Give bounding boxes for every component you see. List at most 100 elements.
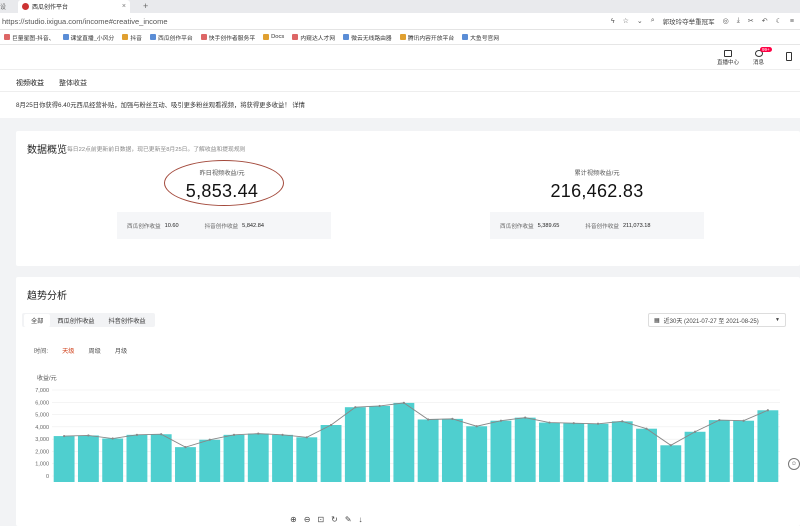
bar[interactable] <box>272 434 293 482</box>
data-point[interactable] <box>548 421 551 424</box>
data-point[interactable] <box>475 425 478 428</box>
download-icon[interactable]: ↓ <box>358 515 363 524</box>
partial-tab[interactable]: 设 <box>0 5 7 11</box>
active-tab[interactable]: 西瓜创作平台 × <box>18 0 130 13</box>
data-point[interactable] <box>378 404 381 408</box>
tab-close-icon[interactable]: × <box>121 3 126 10</box>
data-point[interactable] <box>451 417 454 420</box>
data-point[interactable] <box>111 437 114 440</box>
zoom-in-icon[interactable]: ⊕ <box>290 515 297 524</box>
new-tab-icon[interactable]: + <box>143 1 149 11</box>
bookmark-item[interactable]: 巨量星图-抖音、 <box>4 33 55 42</box>
bar[interactable] <box>441 418 463 482</box>
date-range-picker[interactable]: ▦ 近30天 (2021-07-27 至 2021-08-25) ▼ <box>648 313 786 327</box>
bookmark-item[interactable]: 快手创作者服务平 <box>200 33 255 42</box>
chevron-down-icon[interactable]: ⌄ <box>636 18 643 25</box>
bookmark-item[interactable]: 西瓜创作平台 <box>149 33 193 42</box>
bolt-icon[interactable]: ϟ <box>610 17 615 25</box>
bookmark-item[interactable]: 腾讯内容开放平台 <box>399 33 454 42</box>
bar[interactable] <box>611 421 633 482</box>
rotate-icon[interactable]: ↻ <box>331 515 338 524</box>
bar[interactable] <box>247 433 269 482</box>
bar[interactable] <box>733 420 755 482</box>
fit-icon[interactable]: ⊡ <box>317 515 325 524</box>
data-point[interactable] <box>766 409 769 412</box>
data-point[interactable] <box>645 427 648 430</box>
data-point[interactable] <box>232 433 236 436</box>
bar[interactable] <box>150 434 172 482</box>
option-day[interactable]: 天级 <box>62 348 75 355</box>
tab-overall-income[interactable]: 整体收益 <box>59 80 87 87</box>
bookmark-item[interactable]: 大鱼号官网 <box>462 33 499 42</box>
live-center-button[interactable]: 直播中心 <box>717 50 739 66</box>
source-tab-xigua[interactable]: 西瓜创作收益 <box>57 317 95 325</box>
url-field[interactable]: https://studio.ixigua.com/income#creativ… <box>2 17 168 26</box>
data-point[interactable] <box>63 434 66 438</box>
bar[interactable] <box>296 437 318 482</box>
data-point[interactable] <box>693 430 697 433</box>
game-icon[interactable]: ◎ <box>722 18 729 25</box>
data-point[interactable] <box>329 423 333 427</box>
bar[interactable] <box>466 426 488 482</box>
data-point[interactable] <box>524 416 527 419</box>
bar[interactable] <box>393 402 415 482</box>
bar[interactable] <box>708 420 730 482</box>
source-tab-douyin[interactable]: 抖音创作收益 <box>108 317 146 325</box>
bar[interactable] <box>369 405 391 482</box>
data-point[interactable] <box>718 419 721 422</box>
data-point[interactable] <box>87 434 90 437</box>
bar[interactable] <box>199 439 221 482</box>
data-point[interactable] <box>596 422 600 425</box>
moon-icon[interactable]: ☾ <box>775 18 782 25</box>
emoji-icon[interactable]: ☺ <box>788 458 800 470</box>
scissors-icon[interactable]: ✂ <box>747 18 754 25</box>
data-point[interactable] <box>427 418 430 421</box>
data-point[interactable] <box>135 433 139 436</box>
option-month[interactable]: 月级 <box>114 348 128 355</box>
bar[interactable] <box>514 417 536 482</box>
bar[interactable] <box>490 420 512 482</box>
bar[interactable] <box>587 423 609 482</box>
bar[interactable] <box>344 407 366 482</box>
bar[interactable] <box>102 438 124 482</box>
edit-icon[interactable]: ✎ <box>344 515 352 524</box>
bar[interactable] <box>126 434 148 482</box>
bar[interactable] <box>320 425 342 482</box>
zoom-out-icon[interactable]: ⊖ <box>303 515 311 524</box>
data-point[interactable] <box>184 446 187 449</box>
bookmark-item[interactable]: Docs <box>263 34 284 40</box>
undo-icon[interactable]: ↶ <box>761 18 768 25</box>
menu-icon[interactable]: ≡ <box>789 17 794 25</box>
data-point[interactable] <box>354 406 357 409</box>
data-point[interactable] <box>402 401 405 404</box>
bar[interactable] <box>417 419 439 482</box>
bookmark-item[interactable]: 微云无线路由器 <box>343 33 392 42</box>
bar[interactable] <box>77 435 99 482</box>
data-point[interactable] <box>305 436 308 439</box>
option-week[interactable]: 周级 <box>88 348 101 355</box>
data-point[interactable] <box>160 433 163 436</box>
search-icon[interactable]: ⌕ <box>650 17 655 24</box>
search-hint[interactable]: 郭玟玲夺举重冠军 <box>662 19 715 26</box>
bar[interactable] <box>757 410 779 482</box>
data-point[interactable] <box>208 438 211 441</box>
bar[interactable] <box>563 423 585 482</box>
source-tab-all[interactable]: 全部 <box>24 313 51 327</box>
bookmark-item[interactable]: 课堂直播_小风分 <box>62 33 114 42</box>
data-point[interactable] <box>742 419 745 422</box>
bar[interactable] <box>539 422 560 482</box>
download-icon[interactable]: ⤓ <box>736 17 740 24</box>
bar[interactable] <box>223 434 245 482</box>
data-point[interactable] <box>669 444 672 447</box>
trash-button[interactable] <box>786 52 792 62</box>
star-icon[interactable]: ☆ <box>622 18 629 25</box>
bookmark-item[interactable]: 内窥达人才网 <box>292 33 335 42</box>
data-point[interactable] <box>257 432 260 435</box>
bar[interactable] <box>684 431 706 482</box>
bar[interactable] <box>53 436 75 482</box>
bar[interactable] <box>636 428 657 482</box>
data-point[interactable] <box>621 420 624 423</box>
bar[interactable] <box>660 445 682 482</box>
data-point[interactable] <box>572 422 575 425</box>
bookmark-item[interactable]: 抖音 <box>122 33 142 42</box>
